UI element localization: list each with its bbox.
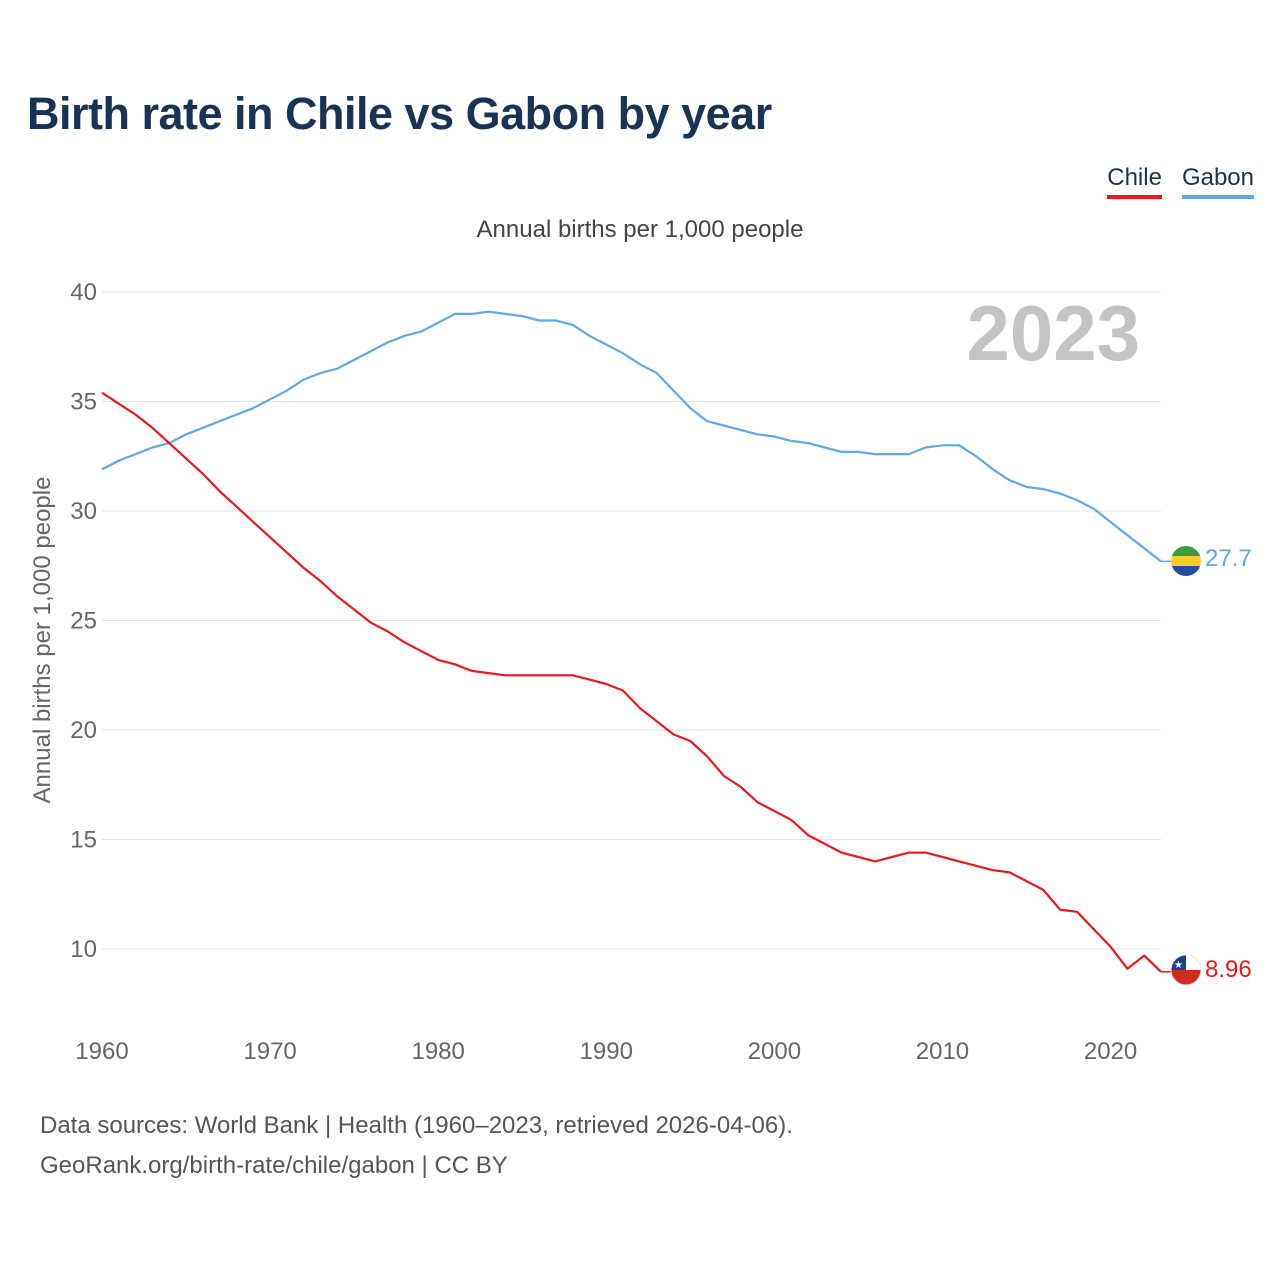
year-watermark: 2023 bbox=[966, 289, 1140, 377]
x-tick-label: 1970 bbox=[243, 1038, 296, 1065]
x-tick-label: 2000 bbox=[748, 1038, 801, 1065]
y-tick-label: 25 bbox=[70, 608, 97, 635]
y-tick-label: 20 bbox=[70, 717, 97, 744]
svg-text:★: ★ bbox=[1174, 960, 1183, 971]
series-line-gabon[interactable] bbox=[101, 310, 1162, 563]
gabon-flag-icon bbox=[1171, 546, 1201, 576]
series-line-chile[interactable] bbox=[101, 391, 1162, 973]
legend-item-gabon[interactable]: Gabon bbox=[1181, 164, 1254, 199]
chart-subtitle: Annual births per 1,000 people bbox=[476, 216, 804, 243]
x-tick-label: 1980 bbox=[411, 1038, 464, 1065]
gabon-end-label: 27.7 bbox=[1205, 545, 1252, 572]
x-tick-label: 1990 bbox=[580, 1038, 633, 1065]
line-chart: 10 15 20 25 30 35 40 1960 1970 1980 1990 2000 2010 20… bbox=[29, 279, 1252, 1065]
x-tick-label: 2010 bbox=[916, 1038, 969, 1065]
x-tick-label: 1960 bbox=[75, 1038, 128, 1065]
y-tick-label: 35 bbox=[70, 389, 97, 416]
chile-flag-icon: ★ bbox=[1170, 954, 1202, 986]
x-tick-label: 2020 bbox=[1084, 1038, 1137, 1065]
y-tick-label: 15 bbox=[70, 827, 97, 854]
legend: Chile Gabon bbox=[1107, 164, 1254, 199]
credit-link[interactable]: GeoRank.org/birth-rate/chile/gabon | CC … bbox=[40, 1152, 508, 1179]
data-source-note: Data sources: World Bank | Health (1960–… bbox=[40, 1112, 793, 1139]
y-tick-label: 10 bbox=[70, 936, 97, 963]
y-tick-label: 40 bbox=[70, 279, 97, 306]
footer: Data sources: World Bank | Health (1960–… bbox=[40, 1106, 793, 1186]
chile-end-label: 8.96 bbox=[1205, 956, 1252, 983]
chart-title: Birth rate in Chile vs Gabon by year bbox=[27, 88, 772, 139]
y-tick-label: 30 bbox=[70, 498, 97, 525]
y-axis-label: Annual births per 1,000 people bbox=[29, 477, 56, 804]
legend-item-chile[interactable]: Chile bbox=[1107, 164, 1162, 199]
